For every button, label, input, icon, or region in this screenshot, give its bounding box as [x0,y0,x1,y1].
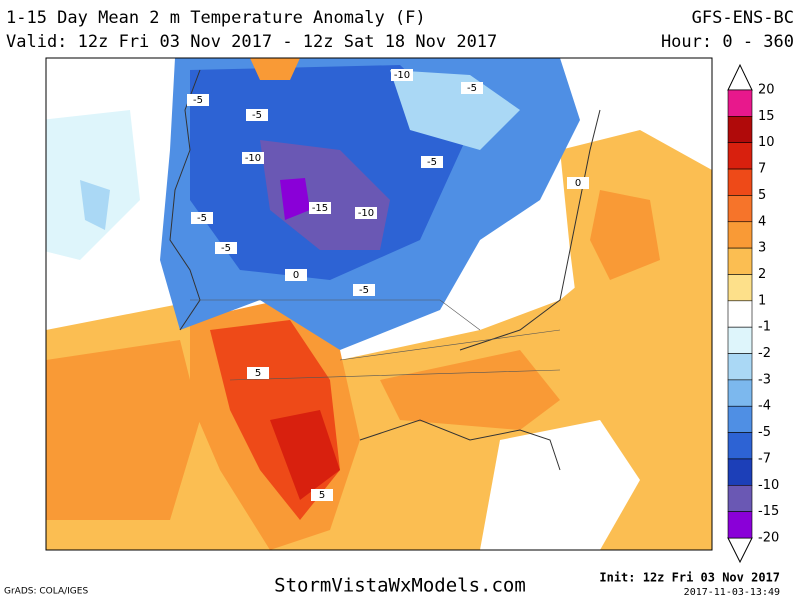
contour-label-bg [246,109,268,121]
colorbar-box [727,221,753,249]
colorbar-box [727,405,753,433]
colorbar-label: -15 [758,504,779,519]
colorbar-box [727,116,753,144]
contour-label-bg [311,489,333,501]
contour-label: 0 [575,178,581,189]
valid-time: Valid: 12z Fri 03 Nov 2017 - 12z Sat 18 … [6,32,497,52]
colorbar-label: 10 [758,135,775,150]
colorbar-label: -2 [758,346,771,361]
colorbar-label: 5 [758,188,766,203]
colorbar-box [727,432,753,460]
site: StormVistaWxModels.com [274,575,526,597]
contour-label: 5 [255,368,261,379]
contour-label-bg [353,284,375,296]
credit: GrADS: COLA/IGES [4,587,88,597]
colorbar: 20 15 10 7 5 4 3 2 1 -1 -2 -3 -4 -5 -7 -10 -15 -20 [727,63,779,564]
contour-label: -10 [394,70,410,81]
colorbar-label: -20 [758,531,779,546]
title: 1-15 Day Mean 2 m Temperature Anomaly (F… [6,8,426,28]
contour-label-bg [187,94,209,106]
colorbar-box [727,326,753,354]
contour-label: -5 [467,83,477,94]
contour-label: -5 [359,285,369,296]
colorbar-label: 2 [758,267,766,282]
init-time: Init: 12z Fri 03 Nov 2017 [599,571,780,585]
colorbar-label: 7 [758,162,766,177]
colorbar-box [727,353,753,381]
colorbar-box [727,379,753,407]
colorbar-label: -5 [758,425,771,440]
contour-label-bg [215,242,237,254]
contour-label: -5 [197,213,207,224]
model: GFS-ENS-BC [692,8,794,28]
contour-label-bg [391,69,413,81]
colorbar-label: 1 [758,293,766,308]
colorbar-label: 3 [758,241,766,256]
map [45,57,713,551]
contour-label-bg [247,367,269,379]
colorbar-box [727,300,753,328]
contour-label-bg [242,152,264,164]
contour-labels: -5 -5 -10 -5 -10 -5 -15 -10 -5 -5 0 -5 5 5 0 [187,69,589,501]
colorbar-box [727,168,753,196]
contour-label: -10 [245,153,261,164]
timestamp: 2017-11-03-13:49 [684,587,780,598]
contour-label: -5 [427,157,437,168]
colorbar-box [727,274,753,302]
contour-label-bg [461,82,483,94]
colorbar-label: 20 [758,83,775,98]
colorbar-box [727,458,753,486]
colorbar-box [727,142,753,170]
colorbar-box [727,511,753,539]
contour-label: -15 [312,203,328,214]
colorbar-label: 4 [758,214,766,229]
contour-label-bg [421,156,443,168]
colorbar-label: 15 [758,109,775,124]
colorbar-box [727,89,753,117]
contour-label: -5 [221,243,231,254]
contour-label-bg [355,207,377,219]
colorbar-label: -10 [758,478,779,493]
colorbar-label: -4 [758,399,771,414]
colorbar-box [727,247,753,275]
colorbar-label: -1 [758,320,771,335]
contour-label: -5 [193,95,203,106]
contour-label: -10 [358,208,374,219]
colorbar-box [727,484,753,512]
contour-label: 5 [319,490,325,501]
hour-range: Hour: 0 - 360 [661,32,794,52]
colorbar-label: -3 [758,372,771,387]
contour-label-bg [309,202,331,214]
contour-label-bg [285,269,307,281]
colorbar-box [727,195,753,223]
colorbar-label: -7 [758,451,771,466]
contour-label-bg [191,212,213,224]
contour-label: 0 [293,270,299,281]
contour-label: -5 [252,110,262,121]
contour-label-bg [567,177,589,189]
